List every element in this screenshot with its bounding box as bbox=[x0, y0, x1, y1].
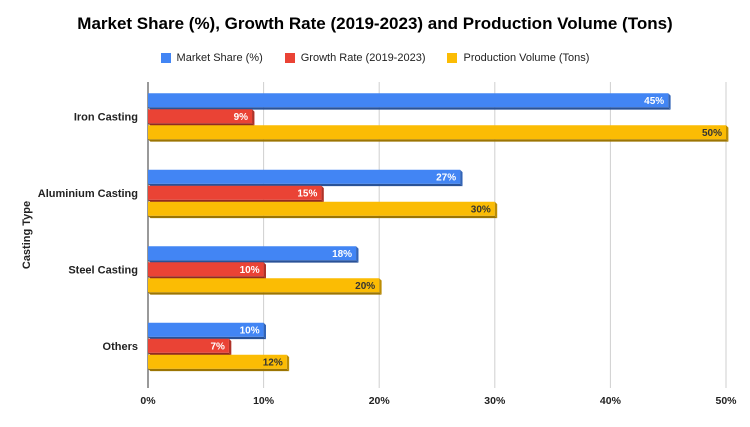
x-tick-label: 50% bbox=[715, 395, 737, 407]
bar bbox=[148, 262, 264, 277]
bar-shadow bbox=[148, 368, 290, 372]
chart-title: Market Share (%), Growth Rate (2019-2023… bbox=[77, 14, 673, 33]
x-tick-label: 0% bbox=[140, 395, 156, 407]
category-label: Aluminium Casting bbox=[38, 188, 138, 200]
legend-label-growth-rate: Growth Rate (2019-2023) bbox=[300, 52, 426, 64]
bar bbox=[148, 125, 726, 140]
bar-side bbox=[356, 246, 359, 263]
data-label: 50% bbox=[702, 128, 722, 139]
bar-side bbox=[668, 93, 671, 110]
x-tick-label: 10% bbox=[253, 395, 275, 407]
legend-swatch-growth-rate bbox=[284, 53, 295, 63]
bar bbox=[148, 278, 380, 293]
bar-shadow bbox=[148, 276, 266, 279]
data-label: 12% bbox=[263, 357, 283, 368]
bar-shadow bbox=[148, 199, 324, 203]
bar-side bbox=[494, 201, 498, 219]
x-tick-label: 30% bbox=[484, 395, 506, 407]
bar bbox=[148, 169, 461, 184]
bar bbox=[148, 354, 287, 369]
bar-side bbox=[263, 262, 266, 279]
data-label: 30% bbox=[471, 204, 491, 215]
bar-side bbox=[286, 354, 290, 372]
bar bbox=[148, 246, 357, 261]
bar-side bbox=[252, 109, 255, 126]
bar bbox=[148, 201, 495, 216]
category-label: Steel Casting bbox=[68, 264, 138, 276]
data-label: 18% bbox=[332, 249, 352, 260]
data-label: 10% bbox=[240, 265, 260, 276]
bar bbox=[148, 338, 229, 353]
legend-swatch-production-volume bbox=[447, 53, 458, 63]
bar bbox=[148, 93, 669, 108]
category-label: Others bbox=[103, 341, 138, 353]
data-label: 45% bbox=[644, 96, 664, 107]
bar bbox=[148, 109, 253, 124]
bar-shadow bbox=[148, 292, 382, 295]
bar-side bbox=[228, 338, 232, 356]
legend: Market Share (%) Growth Rate (2019-2023)… bbox=[0, 52, 750, 64]
x-tick-label: 20% bbox=[369, 395, 391, 407]
y-axis-title: Casting Type bbox=[21, 201, 33, 269]
bar-side bbox=[379, 278, 382, 295]
legend-item-growth-rate[interactable]: Growth Rate (2019-2023) bbox=[284, 52, 426, 64]
bar-shadow bbox=[148, 336, 266, 340]
data-label: 7% bbox=[210, 341, 225, 352]
bar bbox=[148, 185, 322, 200]
bar-shadow bbox=[148, 215, 498, 219]
legend-swatch-market-share bbox=[160, 53, 171, 63]
bar-side bbox=[321, 185, 324, 203]
data-label: 20% bbox=[355, 281, 375, 292]
legend-item-market-share[interactable]: Market Share (%) bbox=[160, 52, 263, 64]
category-label: Iron Casting bbox=[74, 111, 138, 123]
legend-item-production-volume[interactable]: Production Volume (Tons) bbox=[447, 52, 589, 64]
bar-side bbox=[263, 322, 266, 340]
bar-shadow bbox=[148, 107, 671, 110]
bar-shadow bbox=[148, 260, 359, 263]
data-label: 27% bbox=[436, 172, 456, 183]
bar-shadow bbox=[148, 123, 255, 126]
bar-side bbox=[726, 125, 729, 142]
data-label: 9% bbox=[234, 112, 249, 123]
legend-label-production-volume: Production Volume (Tons) bbox=[463, 52, 590, 64]
x-tick-label: 40% bbox=[600, 395, 622, 407]
bar-side bbox=[460, 169, 463, 187]
data-label: 15% bbox=[297, 188, 317, 199]
bar-shadow bbox=[148, 352, 232, 356]
bar-shadow bbox=[148, 183, 463, 187]
legend-label-market-share: Market Share (%) bbox=[176, 52, 263, 64]
bar-shadow bbox=[148, 139, 729, 142]
data-label: 10% bbox=[240, 325, 260, 336]
bar bbox=[148, 322, 264, 337]
